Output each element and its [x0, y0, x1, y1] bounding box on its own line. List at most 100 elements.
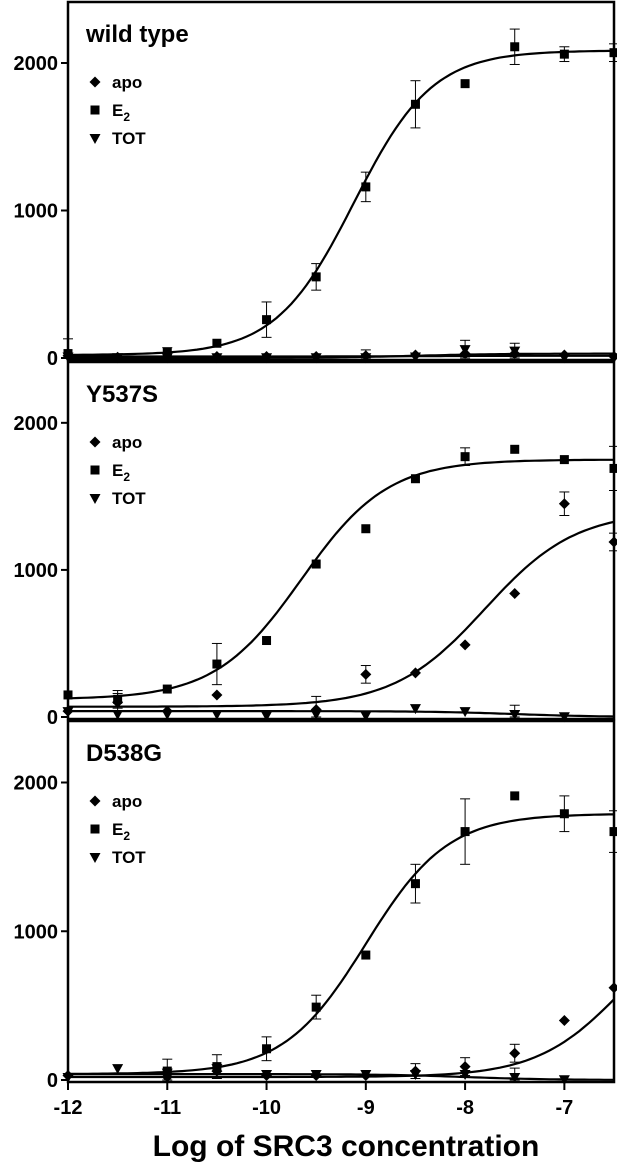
data-point-apo [509, 1047, 521, 1059]
data-point-E2 [361, 950, 371, 960]
data-point-TOT [112, 353, 124, 364]
data-point-E2 [212, 659, 222, 669]
data-point-E2 [559, 809, 569, 819]
data-point-TOT [558, 353, 570, 364]
x-tick-label: -8 [456, 1097, 474, 1119]
data-point-TOT [310, 353, 322, 364]
panel-title: wild type [85, 21, 189, 48]
data-point-E2 [311, 272, 321, 282]
y-tick-label: 1000 [14, 201, 59, 223]
data-point-TOT [161, 1068, 173, 1079]
data-point-E2 [311, 1002, 321, 1012]
fit-curve-TOT [68, 710, 615, 718]
data-point-E2 [162, 684, 172, 694]
data-point-TOT [409, 1070, 421, 1081]
legend-label: TOT [112, 489, 146, 508]
data-point-apo [211, 689, 223, 701]
data-point-E2 [460, 452, 470, 462]
data-point-E2 [559, 455, 569, 465]
data-point-TOT [161, 353, 173, 364]
data-point-TOT [459, 707, 471, 718]
data-point-TOT [360, 711, 372, 722]
legend-label: apo [112, 73, 142, 92]
x-tick-label: -12 [54, 1097, 83, 1119]
y-tick-label: 0 [47, 1070, 58, 1092]
panel-title: Y537S [86, 381, 158, 408]
data-point-TOT [261, 353, 273, 364]
legend-marker [89, 436, 101, 448]
panel-title: D538G [86, 740, 162, 767]
data-point-E2 [262, 1044, 272, 1054]
data-point-TOT [310, 710, 322, 721]
fit-curve-apo [68, 998, 615, 1079]
data-point-TOT [509, 710, 521, 721]
data-point-TOT [161, 710, 173, 721]
data-point-TOT [558, 712, 570, 723]
data-point-apo [409, 667, 421, 679]
data-point-apo [459, 1061, 471, 1073]
x-tick-label: -10 [252, 1097, 281, 1119]
y-tick-label: 2000 [14, 773, 59, 795]
data-point-TOT [261, 1070, 273, 1081]
data-point-E2 [311, 559, 321, 569]
data-point-TOT [310, 1070, 322, 1081]
data-point-TOT [112, 710, 124, 721]
legend-marker [89, 76, 101, 88]
y-tick-label: 0 [47, 707, 58, 729]
y-tick-label: 2000 [14, 413, 59, 435]
panel-3: D538G 0 1000 2000 apo E2 TOT [14, 719, 617, 1092]
data-point-TOT [62, 352, 74, 363]
fit-curve-E2 [67, 458, 614, 700]
data-point-apo [360, 668, 372, 680]
data-point-E2 [609, 48, 617, 58]
legend-marker [89, 494, 101, 504]
data-point-apo [608, 982, 617, 994]
legend-marker [89, 853, 101, 863]
legend-label: TOT [112, 129, 146, 148]
panel-frame [66, 360, 616, 721]
fit-curve-E2 [68, 49, 614, 356]
data-point-TOT [459, 345, 471, 356]
data-point-E2 [262, 315, 272, 325]
data-point-E2 [460, 827, 470, 837]
data-point-E2 [510, 444, 520, 454]
x-tick-label: -7 [555, 1097, 573, 1119]
panel-frame [66, 0, 616, 362]
y-tick-label: 1000 [14, 921, 59, 943]
data-point-TOT [211, 353, 223, 364]
legend-marker [89, 795, 101, 807]
legend-label: apo [112, 792, 142, 811]
legend-label: E2 [112, 461, 130, 484]
data-point-E2 [113, 694, 123, 704]
data-point-TOT [211, 1064, 223, 1075]
data-point-E2 [361, 524, 371, 534]
data-point-TOT [409, 352, 421, 363]
legend-label: E2 [112, 101, 130, 124]
data-point-E2 [410, 99, 420, 109]
data-point-apo [558, 498, 570, 510]
data-point-TOT [112, 1064, 124, 1075]
data-point-E2 [460, 79, 470, 89]
data-point-TOT [509, 346, 521, 357]
legend-marker [90, 824, 100, 834]
data-point-E2 [410, 879, 420, 889]
data-point-E2 [510, 42, 520, 52]
legend-marker [89, 134, 101, 144]
data-point-TOT [360, 353, 372, 364]
legend-marker [90, 105, 100, 115]
x-axis-label: Log of SRC3 concentration [153, 1130, 540, 1163]
data-point-E2 [361, 182, 371, 192]
panel-frame [66, 719, 616, 1084]
data-point-E2 [63, 690, 73, 700]
x-tick-label: -11 [153, 1097, 181, 1119]
data-point-TOT [211, 710, 223, 721]
data-point-TOT [459, 1070, 471, 1081]
fit-curve-TOT [68, 1073, 614, 1081]
data-point-TOT [261, 711, 273, 722]
legend-label: TOT [112, 848, 146, 867]
data-point-apo [608, 536, 617, 548]
data-point-TOT [409, 704, 421, 715]
legend-label: E2 [112, 820, 130, 843]
fit-curve-TOT [68, 354, 614, 358]
